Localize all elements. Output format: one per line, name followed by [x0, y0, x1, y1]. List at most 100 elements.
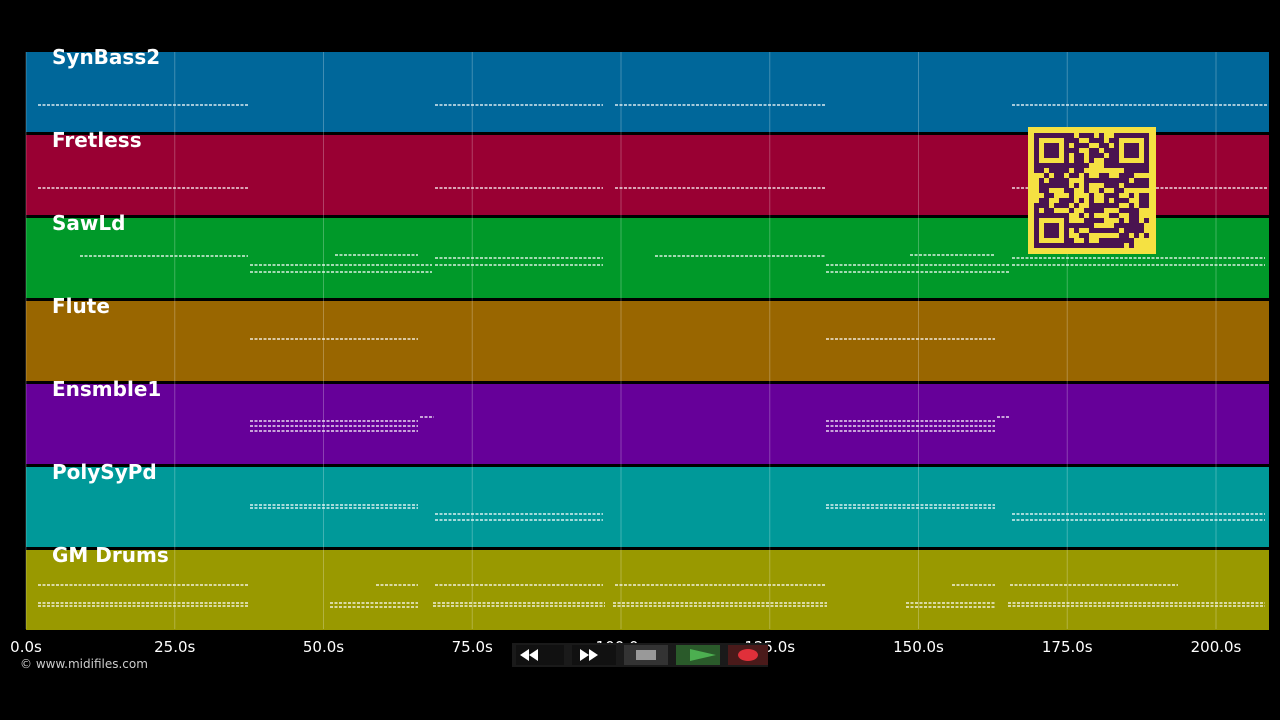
- qr-cell: [1144, 163, 1149, 168]
- qr-cell: [1044, 173, 1049, 178]
- qr-cell: [1124, 143, 1129, 148]
- qr-cell: [1139, 228, 1144, 233]
- qr-cell: [1054, 233, 1059, 238]
- qr-cell: [1144, 178, 1149, 183]
- qr-cell: [1054, 213, 1059, 218]
- qr-cell: [1084, 223, 1089, 228]
- qr-cell: [1064, 218, 1069, 223]
- qr-cell: [1124, 198, 1129, 203]
- qr-cell: [1144, 203, 1149, 208]
- qr-cell: [1109, 183, 1114, 188]
- qr-cell: [1064, 198, 1069, 203]
- qr-cell: [1094, 138, 1099, 143]
- qr-cell: [1129, 243, 1134, 248]
- qr-cell: [1034, 203, 1039, 208]
- qr-cell: [1104, 158, 1109, 163]
- qr-cell: [1054, 153, 1059, 158]
- qr-cell: [1069, 243, 1074, 248]
- qr-cell: [1104, 163, 1109, 168]
- qr-cell: [1129, 183, 1134, 188]
- qr-cell: [1109, 178, 1114, 183]
- qr-cell: [1049, 183, 1054, 188]
- qr-cell: [1084, 188, 1089, 193]
- qr-cell: [1114, 188, 1119, 193]
- record-button[interactable]: [728, 645, 768, 665]
- qr-cell: [1124, 178, 1129, 183]
- qr-cell: [1124, 168, 1129, 173]
- qr-cell: [1089, 203, 1094, 208]
- qr-cell: [1144, 153, 1149, 158]
- qr-cell: [1079, 143, 1084, 148]
- qr-cell: [1114, 223, 1119, 228]
- qr-cell: [1079, 243, 1084, 248]
- qr-cell: [1104, 183, 1109, 188]
- qr-cell: [1099, 238, 1104, 243]
- qr-cell: [1099, 203, 1104, 208]
- qr-cell: [1124, 233, 1129, 238]
- qr-cell: [1034, 143, 1039, 148]
- qr-cell: [1034, 133, 1039, 138]
- track-lane: [26, 384, 1269, 464]
- qr-cell: [1144, 168, 1149, 173]
- qr-cell: [1069, 163, 1074, 168]
- track-name: GM Drums: [52, 543, 169, 567]
- qr-cell: [1134, 143, 1139, 148]
- qr-cell: [1094, 178, 1099, 183]
- qr-cell: [1119, 243, 1124, 248]
- qr-cell: [1129, 148, 1134, 153]
- qr-cell: [1134, 233, 1139, 238]
- qr-cell: [1134, 153, 1139, 158]
- qr-cell: [1054, 133, 1059, 138]
- qr-cell: [1069, 198, 1074, 203]
- rewind-button[interactable]: [516, 645, 564, 665]
- qr-cell: [1039, 188, 1044, 193]
- stop-button[interactable]: [624, 645, 668, 665]
- qr-cell: [1134, 218, 1139, 223]
- tick-label: 175.0s: [1042, 638, 1093, 656]
- qr-cell: [1079, 163, 1084, 168]
- qr-cell: [1109, 138, 1114, 143]
- qr-cell: [1119, 223, 1124, 228]
- fast-forward-button[interactable]: [572, 645, 616, 665]
- qr-cell: [1049, 228, 1054, 233]
- qr-cell: [1114, 148, 1119, 153]
- qr-cell: [1109, 228, 1114, 233]
- qr-cell: [1134, 223, 1139, 228]
- qr-cell: [1129, 133, 1134, 138]
- qr-cell: [1144, 133, 1149, 138]
- qr-cell: [1109, 243, 1114, 248]
- qr-cell: [1074, 183, 1079, 188]
- qr-cell: [1144, 233, 1149, 238]
- qr-cell: [1114, 243, 1119, 248]
- qr-cell: [1039, 243, 1044, 248]
- qr-cell: [1104, 148, 1109, 153]
- qr-cell: [1144, 193, 1149, 198]
- play-button[interactable]: [676, 645, 720, 665]
- qr-cell: [1069, 148, 1074, 153]
- qr-cell: [1089, 218, 1094, 223]
- qr-cell: [1089, 243, 1094, 248]
- qr-cell: [1109, 148, 1114, 153]
- qr-cell: [1044, 233, 1049, 238]
- qr-cell: [1049, 153, 1054, 158]
- qr-cell: [1044, 188, 1049, 193]
- qr-cell: [1079, 158, 1084, 163]
- qr-cell: [1059, 203, 1064, 208]
- qr-cell: [1044, 198, 1049, 203]
- qr-cell: [1114, 153, 1119, 158]
- qr-cell: [1114, 228, 1119, 233]
- qr-cell: [1044, 223, 1049, 228]
- qr-cell: [1084, 208, 1089, 213]
- qr-cell: [1134, 133, 1139, 138]
- qr-cell: [1109, 193, 1114, 198]
- qr-cell: [1064, 148, 1069, 153]
- qr-cell: [1049, 143, 1054, 148]
- qr-cell: [1064, 238, 1069, 243]
- qr-cell: [1049, 193, 1054, 198]
- qr-cell: [1039, 163, 1044, 168]
- qr-cell: [1099, 138, 1104, 143]
- qr-cell: [1129, 223, 1134, 228]
- qr-cell: [1074, 243, 1079, 248]
- qr-cell: [1059, 183, 1064, 188]
- qr-cell: [1109, 153, 1114, 158]
